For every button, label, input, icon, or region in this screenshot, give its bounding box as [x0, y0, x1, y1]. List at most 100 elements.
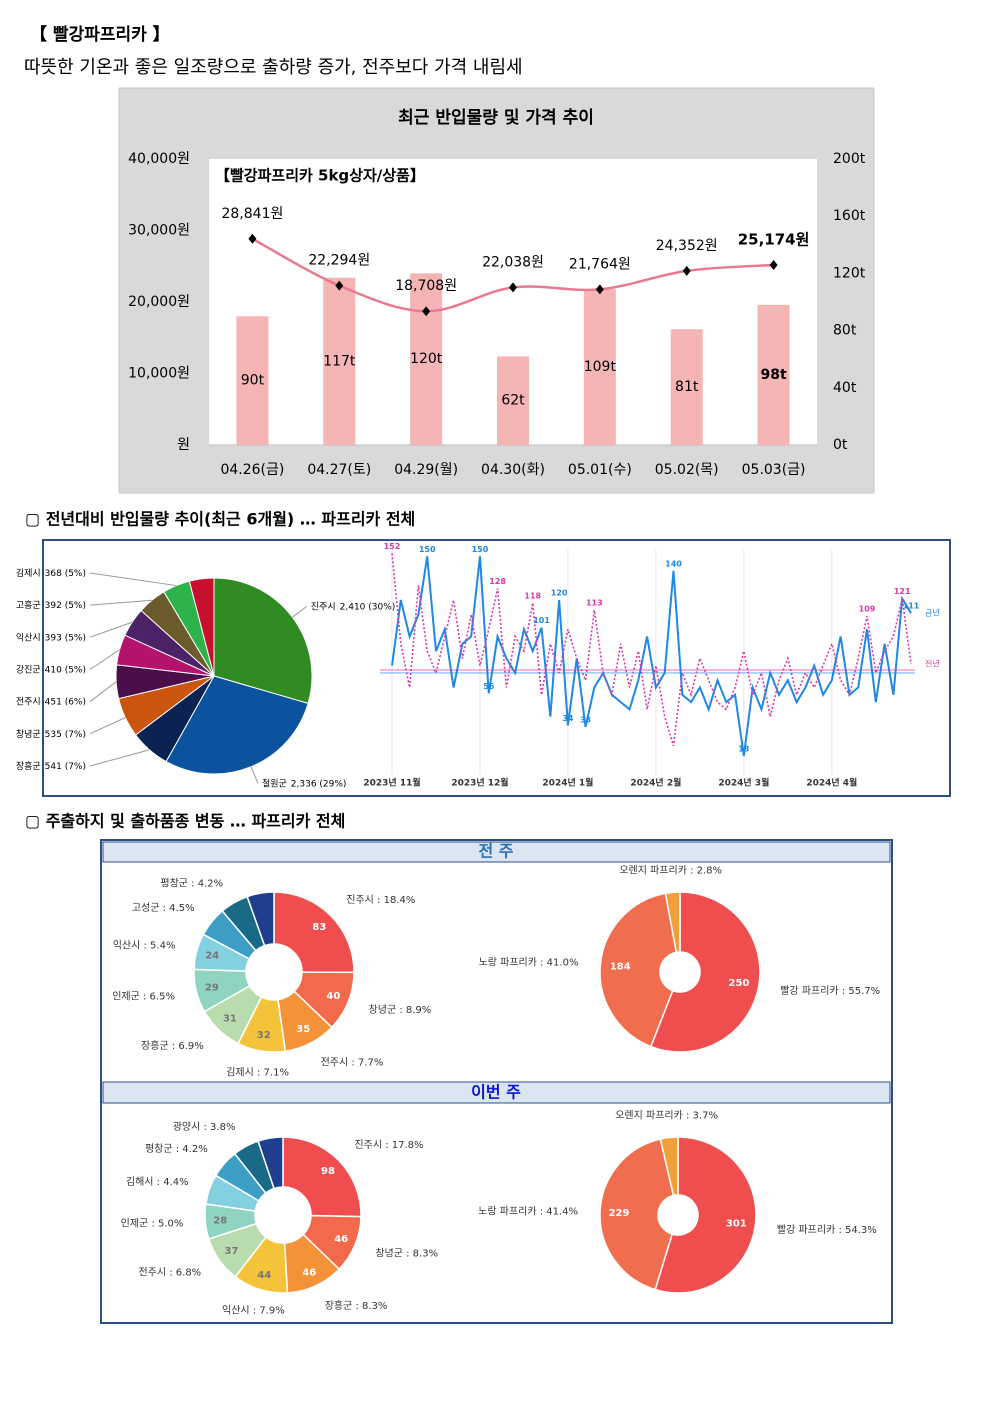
slice-category: 장흥군: [16, 760, 41, 772]
slice-label: 빨강 파프리카 : 54.3%: [777, 1224, 877, 1236]
donut-slice: [599, 1138, 675, 1291]
line-marker: [422, 306, 431, 317]
slice-label: 전주시 : 7.7%: [321, 1057, 384, 1069]
slice-value: 250: [729, 978, 750, 989]
slice-label: 철원군 2,336 (29%): [262, 778, 347, 789]
point-label: 140: [665, 559, 682, 568]
slice-label: 진주시 : 17.8%: [354, 1139, 423, 1151]
slice-value: 301: [726, 1219, 747, 1230]
slice-category: 전주시: [16, 696, 41, 707]
slice-label: 인제군 : 6.5%: [112, 990, 175, 1002]
slice-value: 83: [312, 922, 326, 933]
x-tick-label: 2023년 11월: [363, 777, 420, 789]
bar-label: 98t: [760, 367, 786, 383]
slice-value: 28: [213, 1215, 227, 1226]
slice-label: 익산시 393 (5%): [16, 631, 86, 643]
point-label: 113: [586, 599, 603, 608]
x-tick-label: 04.26(금): [220, 462, 284, 478]
slice-value: 410 (5%): [45, 665, 86, 675]
leader-line: [89, 621, 133, 638]
y-tick-label: 40,000원: [128, 151, 190, 167]
x-tick-label: 2024년 2월: [630, 777, 681, 789]
slice-label: 창녕군 : 8.3%: [375, 1247, 438, 1259]
slice-category: 익산시: [16, 631, 41, 643]
slice-label: 창녕군 : 8.9%: [369, 1004, 432, 1016]
bar-label: 90t: [241, 373, 265, 389]
slice-label: 고흥군 392 (5%): [16, 599, 86, 611]
line-label: 28,841원: [221, 206, 283, 222]
bar-label: 62t: [501, 393, 525, 409]
bar: [757, 304, 790, 445]
x-tick-label: 05.03(금): [742, 462, 806, 478]
leader-line: [89, 681, 117, 703]
point-label: 111: [903, 602, 920, 611]
annotation: 【빨강파프리카 5kg상자/상품】: [215, 167, 425, 185]
point-label: 150: [472, 545, 489, 554]
bar-label: 117t: [323, 353, 356, 369]
slice-value: 37: [225, 1246, 239, 1257]
bar-label: 109t: [584, 359, 617, 375]
slice-label: 장흥군 : 6.9%: [141, 1039, 204, 1052]
point-label: 33: [580, 715, 591, 724]
slice-label: 평창군 : 4.2%: [160, 878, 223, 890]
bar: [497, 356, 529, 445]
slice-category: 창녕군: [16, 728, 41, 739]
line-label: 21,764원: [569, 256, 631, 272]
line-marker: [595, 284, 604, 295]
slice-value: 98: [321, 1166, 335, 1177]
line-label: 25,174원: [738, 231, 810, 249]
slice-label: 전주시 451 (6%): [16, 696, 86, 707]
slice-value: 29: [205, 982, 219, 993]
line-label: 22,294원: [308, 253, 370, 269]
slice-label: 광양시 : 3.8%: [173, 1121, 236, 1133]
x-tick-label: 2024년 1월: [542, 777, 593, 789]
slice-value: 40: [326, 991, 340, 1002]
legend-label: 금년: [925, 608, 940, 618]
page-title: 【 빨강파프리카 】: [30, 24, 170, 45]
point-label: 118: [524, 591, 541, 600]
leader-line: [89, 749, 150, 767]
subtitle: 따뜻한 기온과 좋은 일조량으로 출하량 증가, 전주보다 가격 내림세: [24, 57, 523, 78]
x-tick-label: 04.30(화): [481, 462, 545, 478]
point-label: 34: [562, 714, 574, 723]
slice-value: 535 (7%): [45, 729, 86, 739]
point-label: 120: [551, 589, 568, 598]
bar: [236, 316, 269, 445]
slice-value: 2,410 (30%): [340, 602, 396, 612]
slice-label: 김제시 368 (5%): [16, 567, 86, 579]
slice-label: 익산시 : 5.4%: [113, 940, 176, 952]
y2-tick-label: 120t: [833, 265, 866, 281]
donut-slice: [664, 891, 681, 954]
leader-line: [89, 717, 126, 735]
bar: [410, 273, 443, 445]
leader-line: [89, 599, 152, 606]
y2-tick-label: 160t: [833, 208, 866, 224]
slice-value: 44: [257, 1270, 271, 1281]
point-label: 101: [533, 616, 550, 625]
slice-label: 인제군 : 5.0%: [121, 1218, 184, 1230]
bar: [583, 289, 616, 445]
slice-label: 빨강 파프리카 : 55.7%: [780, 985, 880, 997]
point-label: 121: [894, 587, 911, 596]
series-line: [391, 556, 912, 757]
bar-label: 120t: [410, 351, 443, 367]
line-marker: [248, 233, 257, 244]
slice-category: 철원군: [262, 778, 287, 789]
line-marker: [682, 265, 691, 276]
y2-tick-label: 200t: [833, 151, 866, 167]
point-label: 128: [489, 577, 506, 586]
y-tick-label: 10,000원: [128, 366, 190, 382]
slice-label: 강진군 410 (5%): [16, 664, 86, 675]
slice-value: 32: [257, 1030, 271, 1041]
point-label: 13: [738, 745, 749, 754]
slice-label: 김해시 : 4.4%: [126, 1175, 189, 1188]
point-label: 152: [384, 542, 401, 551]
slice-category: 고흥군: [16, 599, 41, 611]
slice-value: 229: [609, 1208, 630, 1219]
slice-category: 김제시: [16, 567, 41, 579]
slice-label: 노랑 파프리카 : 41.4%: [478, 1206, 578, 1218]
y2-tick-label: 40t: [833, 380, 857, 396]
point-label: 56: [483, 682, 495, 691]
